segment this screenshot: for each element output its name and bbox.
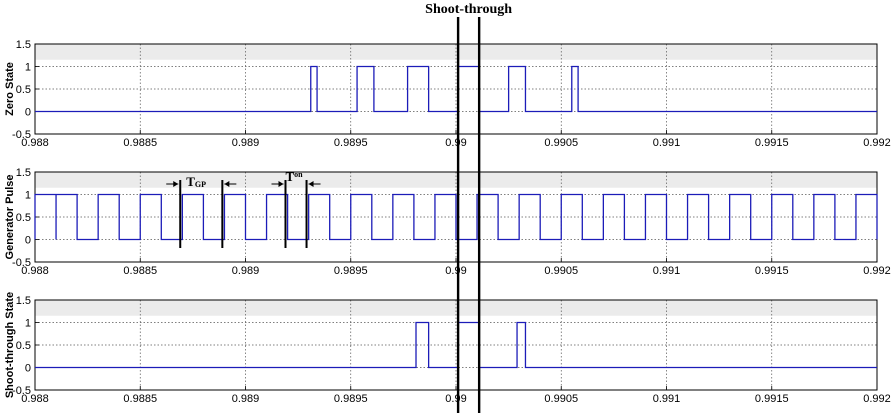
ton-label: Ton [285,169,303,184]
shoot-through-state-xtick-label-7: 0.9915 [755,393,789,405]
shoot-through-state-ytick-label-3: 1 [25,318,31,330]
generator-pulse-xtick-label-1: 0.9885 [123,265,157,277]
zero-state-xtick-label-1: 0.9885 [123,137,157,149]
ton-marker-arrowhead-right [308,181,314,187]
generator-pulse-ytick-label-4: 1.5 [16,167,31,179]
zero-state-ylabel: Zero State [4,62,16,116]
zero-state-panel: 0.988 0.9885 0.989 0.9895 0.99 0.9905 0.991 0.9… [4,39,891,149]
tgp-marker-arrowhead-right [224,181,230,187]
zero-state-ytick-label-3: 1 [25,62,31,74]
zero-state-xtick-label-4: 0.99 [445,137,466,149]
generator-pulse-ytick-label-2: 0.5 [16,212,31,224]
generator-pulse-xtick-label-5: 0.9905 [544,265,578,277]
generator-pulse-xtick-label-4: 0.99 [445,265,466,277]
shoot-through-state-xtick-label-5: 0.9905 [544,393,578,405]
zero-state-ytick-label-4: 1.5 [16,39,31,51]
tgp-label-main: T [186,174,195,189]
shoot-through-state-xtick-label-6: 0.991 [653,393,681,405]
generator-pulse-xtick-label-0: 0.988 [21,265,49,277]
zero-state-xtick-label-5: 0.9905 [544,137,578,149]
zero-state-ytick-label-0: -0.5 [12,129,31,141]
shoot-through-annotation: Shoot-through [425,2,512,17]
annotation-overlay: Shoot-through TGP Ton [166,2,512,413]
plot-panels: 0.988 0.9885 0.989 0.9895 0.99 0.9905 0.991 0.9… [4,39,891,405]
generator-pulse-xtick-label-7: 0.9915 [755,265,789,277]
generator-pulse-ytick-label-0: -0.5 [12,257,31,269]
tgp-label: TGP [186,174,206,189]
zero-state-ytick-label-1: 0 [25,107,31,119]
generator-pulse-xtick-label-2: 0.989 [232,265,260,277]
zero-state-signal-line [35,65,877,113]
ton-label-sub: on [294,170,303,179]
shoot-through-state-signal-line [35,321,877,369]
zero-state-xtick-label-8: 0.992 [863,137,891,149]
shoot-through-state-ylabel: Shoot-through State [4,292,16,398]
shoot-through-state-xtick-label-0: 0.988 [21,393,49,405]
generator-pulse-xtick-label-3: 0.9895 [334,265,368,277]
shoot-through-state-xtick-label-4: 0.99 [445,393,466,405]
tgp-label-sub: GP [195,180,206,189]
zero-state-xtick-label-2: 0.989 [232,137,260,149]
tgp-marker-arrowhead-left [173,181,179,187]
zero-state-xtick-label-6: 0.991 [653,137,681,149]
ton-marker-arrowhead-left [278,181,284,187]
shoot-through-state-ytick-label-4: 1.5 [16,295,31,307]
shoot-through-state-xtick-label-8: 0.992 [863,393,891,405]
generator-pulse-xtick-label-6: 0.991 [653,265,681,277]
generator-pulse-ylabel: Generator Pulse [4,175,16,260]
shoot-through-state-ytick-label-1: 0 [25,363,31,375]
zero-state-ytick-label-2: 0.5 [16,84,31,96]
shoot-through-state-xtick-label-2: 0.989 [232,393,260,405]
generator-pulse-panel: 0.988 0.9885 0.989 0.9895 0.99 0.9905 0.991 0.9… [4,167,891,277]
shoot-through-state-ytick-label-0: -0.5 [12,385,31,397]
shoot-through-state-ytick-label-2: 0.5 [16,340,31,352]
generator-pulse-ytick-label-3: 1 [25,190,31,202]
zero-state-xtick-label-0: 0.988 [21,137,49,149]
shoot-through-state-xtick-label-3: 0.9895 [334,393,368,405]
shoot-through-state-xtick-label-1: 0.9885 [123,393,157,405]
generator-pulse-xtick-label-8: 0.992 [863,265,891,277]
generator-pulse-signal-line [34,193,878,241]
shoot-through-state-panel: 0.988 0.9885 0.989 0.9895 0.99 0.9905 0.991 0.9… [4,292,891,405]
ton-label-main: T [285,169,294,184]
generator-pulse-ytick-label-1: 0 [25,235,31,247]
zero-state-xtick-label-3: 0.9895 [334,137,368,149]
zero-state-xtick-label-7: 0.9915 [755,137,789,149]
